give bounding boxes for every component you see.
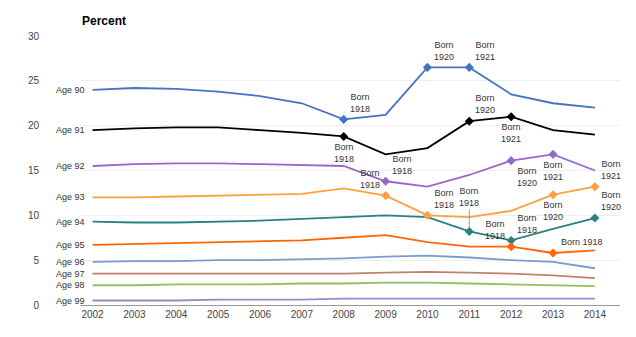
svg-text:Born1918: Born1918 [517,213,537,235]
svg-text:2008: 2008 [333,309,356,320]
svg-text:Born1920: Born1920 [475,93,495,115]
svg-text:Born1920: Born1920 [434,40,454,62]
svg-text:2012: 2012 [500,309,523,320]
svg-text:10: 10 [28,210,40,221]
svg-text:Born1920: Born1920 [543,200,563,222]
svg-text:Age 98: Age 98 [56,280,85,290]
svg-text:Born1918: Born1918 [485,219,505,241]
svg-text:Born1921: Born1921 [501,122,521,144]
svg-text:Age 96: Age 96 [56,257,85,267]
svg-text:Age 99: Age 99 [56,296,85,306]
svg-text:Age 97: Age 97 [56,269,85,279]
svg-text:2009: 2009 [374,309,397,320]
svg-text:2011: 2011 [459,309,481,320]
svg-text:Born1921: Born1921 [475,40,495,62]
svg-text:Percent: Percent [82,14,126,28]
svg-text:Age 95: Age 95 [56,240,85,250]
svg-text:Age 91: Age 91 [56,125,85,135]
svg-text:2010: 2010 [416,309,439,320]
svg-text:Born1918: Born1918 [360,168,380,190]
svg-text:2004: 2004 [165,309,188,320]
svg-text:2013: 2013 [542,309,565,320]
svg-text:Born 1918: Born 1918 [561,237,603,247]
svg-text:Born1918: Born1918 [334,142,354,164]
svg-text:Age 90: Age 90 [56,85,85,95]
svg-text:Age 93: Age 93 [56,192,85,202]
svg-text:20: 20 [28,120,40,131]
svg-text:15: 15 [28,165,40,176]
svg-text:Born1918: Born1918 [350,92,370,114]
svg-text:0: 0 [33,300,39,311]
svg-text:Born1920: Born1920 [517,166,537,188]
svg-text:Born1921: Born1921 [601,159,621,181]
svg-text:Born1918: Born1918 [392,154,412,176]
svg-text:Born1920: Born1920 [601,190,621,212]
svg-text:2002: 2002 [81,309,104,320]
svg-text:Born1918: Born1918 [434,188,454,210]
svg-text:Born1921: Born1921 [543,160,563,182]
svg-text:2006: 2006 [249,309,272,320]
svg-text:30: 30 [28,31,40,42]
svg-text:Age 92: Age 92 [56,161,85,171]
svg-text:2014: 2014 [584,309,607,320]
svg-text:2007: 2007 [291,309,314,320]
svg-text:Born1918: Born1918 [459,186,479,208]
svg-text:5: 5 [33,255,39,266]
svg-text:25: 25 [28,75,40,86]
svg-text:2005: 2005 [207,309,230,320]
svg-text:Age 94: Age 94 [56,217,85,227]
svg-text:2003: 2003 [123,309,146,320]
